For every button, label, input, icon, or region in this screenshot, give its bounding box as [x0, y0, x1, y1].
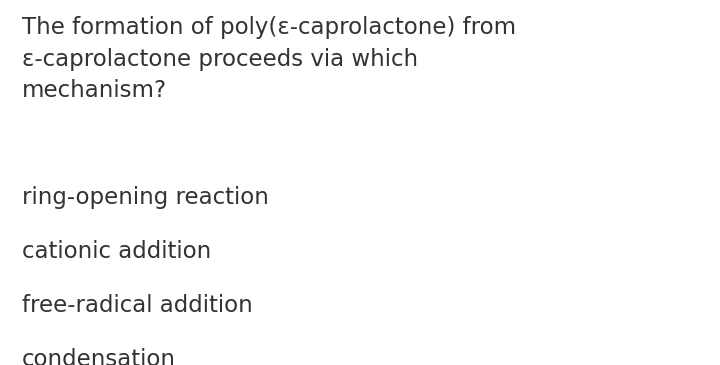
Text: condensation: condensation: [22, 348, 176, 365]
Text: cationic addition: cationic addition: [22, 240, 211, 263]
Text: free-radical addition: free-radical addition: [22, 294, 252, 317]
Text: ring-opening reaction: ring-opening reaction: [22, 186, 269, 209]
Text: The formation of poly(ε-caprolactone) from
ε-caprolactone proceeds via which
mec: The formation of poly(ε-caprolactone) fr…: [22, 16, 516, 101]
